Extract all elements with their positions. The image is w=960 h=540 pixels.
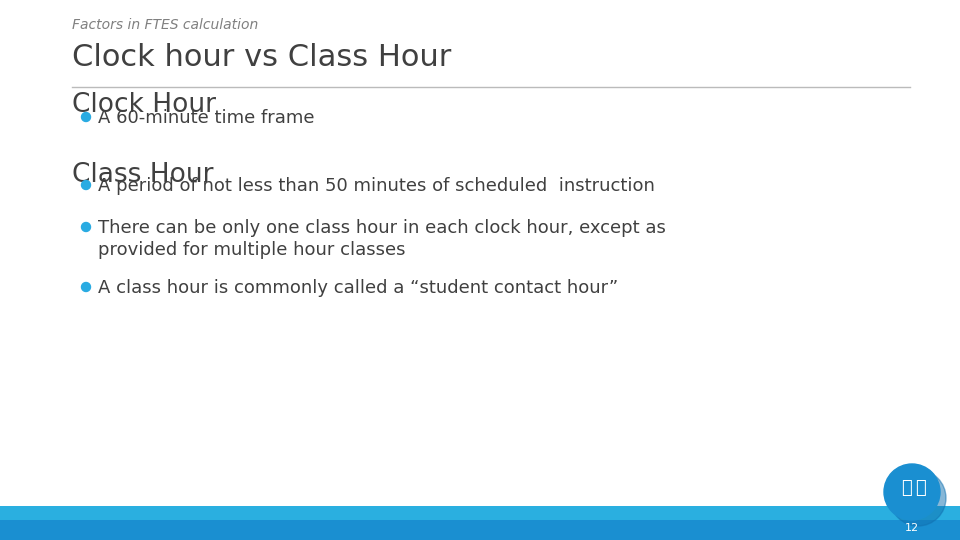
Circle shape (890, 470, 946, 526)
Circle shape (82, 112, 90, 122)
Text: Factors in FTES calculation: Factors in FTES calculation (72, 18, 258, 32)
Bar (0, 506, 960, 520)
Text: A 60-minute time frame: A 60-minute time frame (98, 109, 315, 127)
Text: 12: 12 (905, 523, 919, 533)
Circle shape (82, 282, 90, 292)
Circle shape (884, 464, 940, 520)
Text: Clock Hour: Clock Hour (72, 92, 216, 118)
Text: Class Hour: Class Hour (72, 162, 213, 188)
Circle shape (82, 222, 90, 232)
Bar (0, 520, 960, 540)
Text: 🔨: 🔨 (915, 479, 925, 497)
Text: A period of not less than 50 minutes of scheduled  instruction: A period of not less than 50 minutes of … (98, 177, 655, 195)
Text: provided for multiple hour classes: provided for multiple hour classes (98, 241, 405, 259)
Text: Clock hour vs Class Hour: Clock hour vs Class Hour (72, 43, 451, 72)
Text: A class hour is commonly called a “student contact hour”: A class hour is commonly called a “stude… (98, 279, 618, 297)
Text: There can be only one class hour in each clock hour, except as: There can be only one class hour in each… (98, 219, 666, 237)
Text: 🔧: 🔧 (900, 479, 911, 497)
Circle shape (82, 180, 90, 190)
Text: ⚙: ⚙ (900, 478, 924, 502)
